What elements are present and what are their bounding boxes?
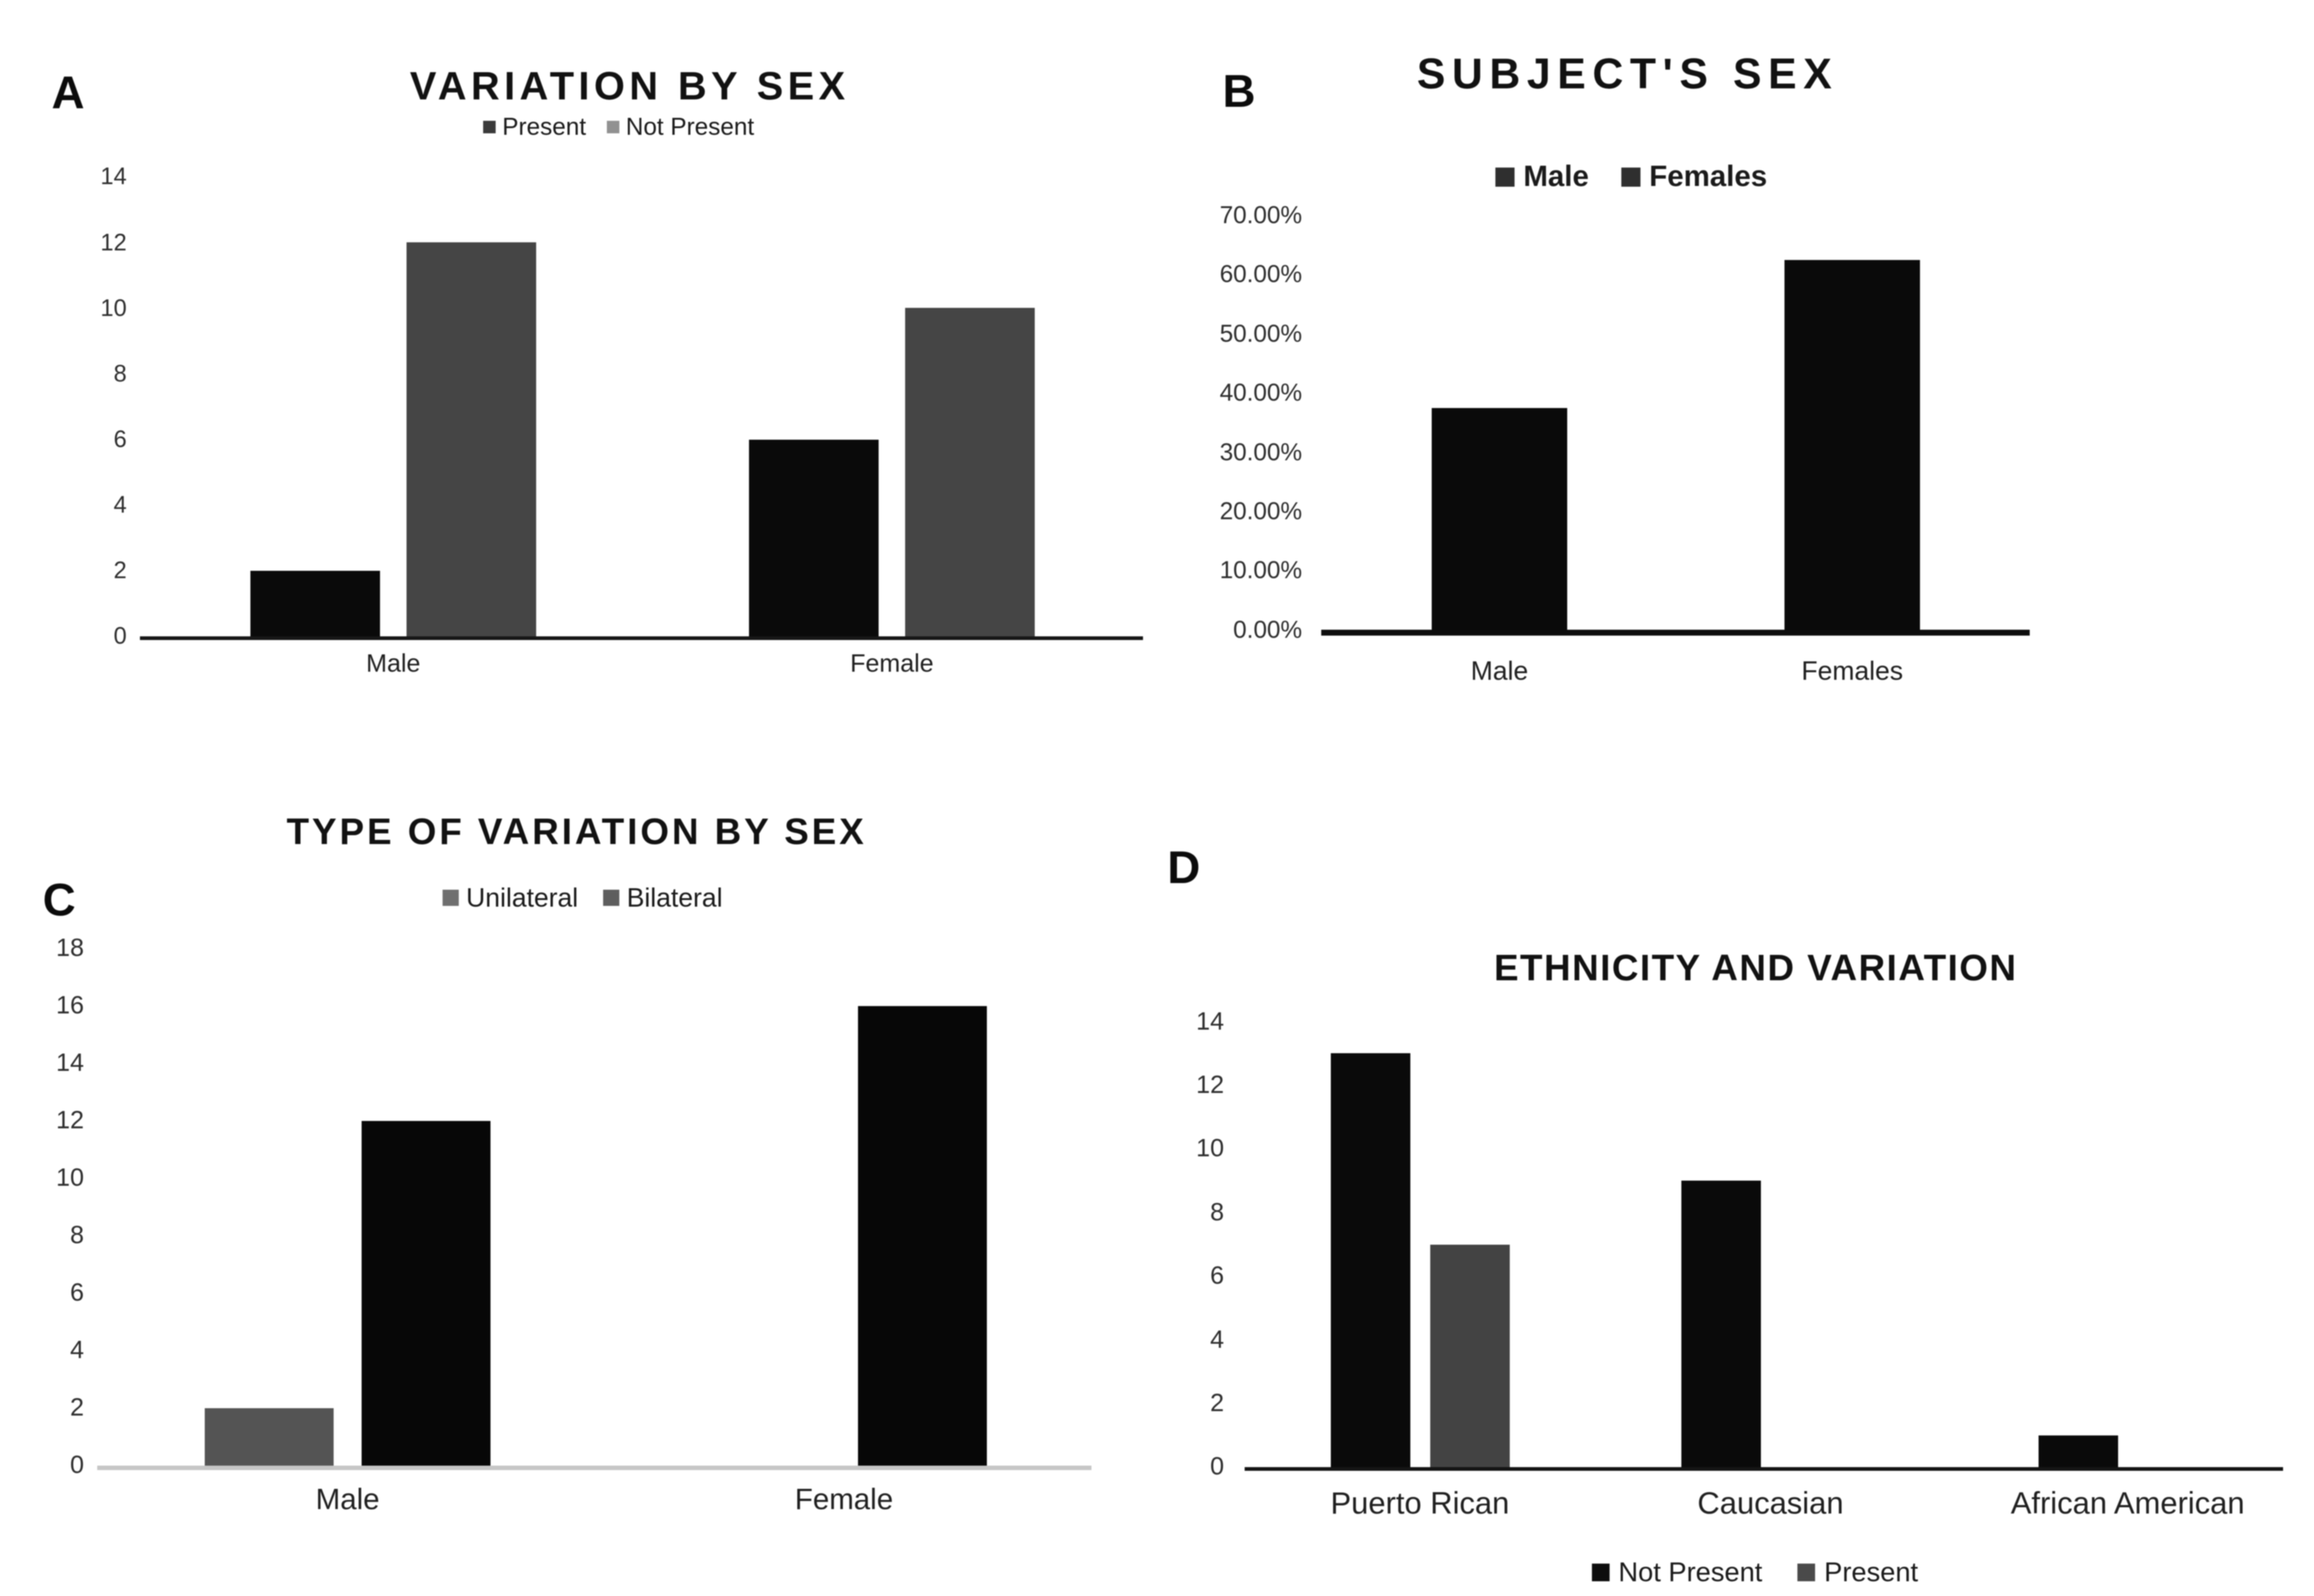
panel-a-ytick-0: 0 xyxy=(113,622,127,650)
legend-swatch-icon xyxy=(1495,167,1515,186)
legend-item-females: Females xyxy=(1621,160,1768,194)
panel-c-ytick-4: 4 xyxy=(70,1336,84,1365)
panel-b-ytick-5000: 50.00% xyxy=(1220,319,1302,347)
panel-b-x-axis xyxy=(1321,630,2030,636)
panel-d-ytick-8: 8 xyxy=(1210,1198,1224,1226)
legend-label: Male xyxy=(1523,160,1589,193)
panel-b-ytick-7000: 70.00% xyxy=(1220,201,1302,229)
legend-item-bilateral: Bilateral xyxy=(603,882,722,913)
d-not-present-puerto-rican-bar xyxy=(1330,1053,1410,1467)
panel-c-ytick-10: 10 xyxy=(56,1164,84,1192)
panel-c-ytick-6: 6 xyxy=(70,1279,84,1307)
panel-d-ytick-14: 14 xyxy=(1196,1007,1224,1036)
panel-c-ytick-0: 0 xyxy=(70,1451,84,1480)
panel-c-x-axis xyxy=(97,1466,1091,1470)
panel-c-ytick-8: 8 xyxy=(70,1221,84,1250)
legend-swatch-icon xyxy=(603,890,620,906)
panel-b-ytick-1000: 10.00% xyxy=(1220,556,1302,584)
panel-d-letter: D xyxy=(1167,843,1200,893)
panel-c-ytick-18: 18 xyxy=(56,934,84,963)
legend-label: Present xyxy=(1824,1557,1919,1587)
c-bilateral-male-bar xyxy=(362,1121,490,1466)
panel-a-letter: A xyxy=(52,68,85,119)
panel-c-title: TYPE OF VARIATION BY SEX xyxy=(286,811,867,852)
legend-item-not-present: Not Present xyxy=(606,113,754,141)
panel-d-ytick-2: 2 xyxy=(1210,1388,1224,1417)
legend-swatch-icon xyxy=(606,120,619,133)
panel-a-xlabel-male: Male xyxy=(366,650,421,678)
legend-label: Not Present xyxy=(1618,1557,1762,1587)
panel-b-ytick-3000: 30.00% xyxy=(1220,437,1302,465)
panel-d-xlabel-puerto-rican: Puerto Rican xyxy=(1330,1486,1510,1520)
panel-b-ytick-6000: 60.00% xyxy=(1220,260,1302,288)
d-not-present-caucasian-bar xyxy=(1681,1181,1761,1467)
panel-a-xlabel-female: Female xyxy=(850,650,934,678)
legend-swatch-icon xyxy=(1621,167,1641,186)
legend-label: Not Present xyxy=(625,113,754,140)
panel-c-xlabel-female: Female xyxy=(795,1483,893,1516)
legend-swatch-icon xyxy=(1797,1564,1815,1581)
panel-d-xlabel-caucasian: Caucasian xyxy=(1697,1486,1844,1520)
c-unilateral-male-bar xyxy=(205,1408,334,1466)
panel-a-x-axis xyxy=(140,636,1143,640)
panel-d-legend: Not Present Present xyxy=(1592,1557,1919,1588)
panel-c-legend: Unilateral Bilateral xyxy=(442,882,722,913)
panel-c-ytick-14: 14 xyxy=(56,1049,84,1078)
legend-swatch-icon xyxy=(1592,1564,1610,1581)
b-male-male-bar xyxy=(1432,407,1567,630)
legend-item-unilateral: Unilateral xyxy=(442,882,579,913)
panel-d-xlabel-african-american: African American xyxy=(2011,1486,2245,1520)
c-bilateral-female-bar xyxy=(858,1006,987,1466)
legend-item-present: Present xyxy=(1797,1557,1919,1588)
panel-d-ytick-6: 6 xyxy=(1210,1262,1224,1290)
panel-b-ytick-2000: 20.00% xyxy=(1220,497,1302,525)
panel-b-xlabel-females: Females xyxy=(1801,655,1904,686)
panel-d-title: ETHNICITY AND VARIATION xyxy=(1494,947,2018,988)
legend-label: Bilateral xyxy=(627,882,723,913)
legend-label: Unilateral xyxy=(465,882,579,913)
panel-a-ytick-12: 12 xyxy=(100,228,127,256)
panel-d-ytick-0: 0 xyxy=(1210,1452,1224,1481)
a-not-present-male-bar xyxy=(407,242,536,636)
panel-c-ytick-2: 2 xyxy=(70,1393,84,1422)
panel-a-ytick-8: 8 xyxy=(113,359,127,387)
legend-item-male: Male xyxy=(1495,161,1589,194)
panel-b-letter: B xyxy=(1223,66,1256,117)
panel-a-ytick-10: 10 xyxy=(100,294,127,321)
panel-b-xlabel-male: Male xyxy=(1470,655,1529,686)
panel-b-legend: Male Females xyxy=(1495,160,1768,194)
b-females-females-bar xyxy=(1784,259,1920,630)
panel-d-ytick-4: 4 xyxy=(1210,1325,1224,1354)
panel-d-x-axis xyxy=(1245,1467,2283,1471)
a-present-male-bar xyxy=(250,570,380,636)
d-not-present-african-american-bar xyxy=(2038,1435,2118,1467)
panel-a-title: VARIATION BY SEX xyxy=(409,64,850,108)
panel-a-ytick-4: 4 xyxy=(113,491,127,518)
panel-c-ytick-12: 12 xyxy=(56,1106,84,1135)
panel-c-xlabel-male: Male xyxy=(315,1483,380,1516)
d-present-puerto-rican-bar xyxy=(1429,1244,1510,1467)
panel-d-ytick-10: 10 xyxy=(1196,1134,1224,1163)
a-present-female-bar xyxy=(749,439,879,636)
panel-a-legend: Present Not Present xyxy=(483,113,754,141)
panel-a-ytick-6: 6 xyxy=(113,425,127,452)
legend-label: Females xyxy=(1649,160,1768,193)
panel-b-title: SUBJECT'S SEX xyxy=(1416,50,1839,98)
legend-swatch-icon xyxy=(442,890,459,906)
legend-label: Present xyxy=(502,113,586,140)
legend-item-present: Present xyxy=(483,113,586,141)
panel-d-ytick-12: 12 xyxy=(1196,1070,1224,1099)
panel-a-ytick-14: 14 xyxy=(100,163,127,190)
panel-c-letter: C xyxy=(43,875,76,926)
panel-b-ytick-4000: 40.00% xyxy=(1220,379,1302,407)
legend-item-not-present: Not Present xyxy=(1592,1557,1762,1588)
panel-a-ytick-2: 2 xyxy=(113,557,127,584)
panel-c-ytick-16: 16 xyxy=(56,991,84,1020)
legend-swatch-icon xyxy=(483,120,496,133)
a-not-present-female-bar xyxy=(905,308,1035,636)
panel-b-ytick-000: 0.00% xyxy=(1233,615,1302,643)
